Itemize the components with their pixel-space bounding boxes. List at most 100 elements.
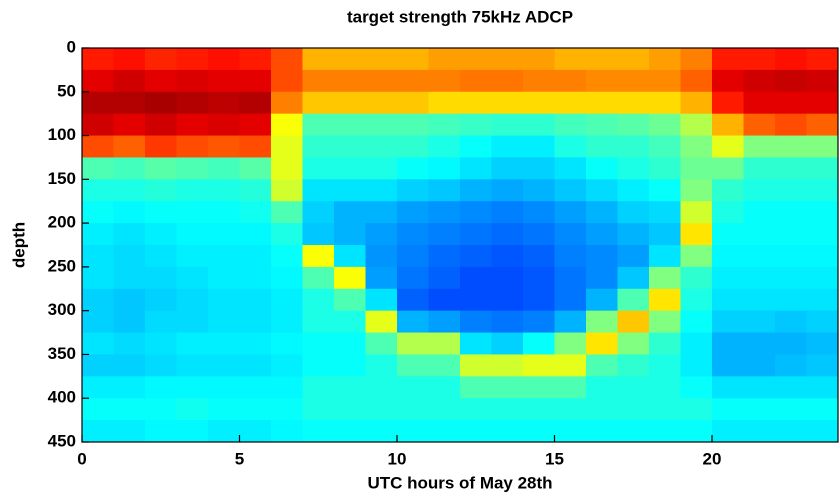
heat-cell xyxy=(239,91,272,115)
y-tick-label: 400 xyxy=(48,388,76,407)
heat-cell xyxy=(586,266,618,290)
heat-cell xyxy=(271,420,303,443)
heat-cell xyxy=(428,398,461,421)
heat-cell xyxy=(82,288,114,312)
heat-cell xyxy=(554,332,587,355)
y-tick-label: 150 xyxy=(48,169,76,188)
heat-cell xyxy=(365,310,398,334)
y-tick-label: 350 xyxy=(48,344,76,363)
heat-cell xyxy=(365,354,398,377)
heat-cell xyxy=(82,420,114,443)
heat-cell xyxy=(460,354,492,377)
heat-cell xyxy=(145,332,177,355)
heat-cell xyxy=(523,245,555,268)
heat-cell xyxy=(113,354,146,377)
heat-cell xyxy=(145,398,177,421)
heat-cell xyxy=(365,245,398,268)
heat-cell xyxy=(806,332,839,355)
heat-cell xyxy=(334,223,366,246)
x-tick-label: 5 xyxy=(235,449,244,468)
heat-cell xyxy=(113,223,146,246)
heat-cell xyxy=(176,398,209,421)
heat-cell xyxy=(302,48,335,71)
heat-cell xyxy=(649,245,681,268)
heat-cell xyxy=(176,69,209,93)
heat-cell xyxy=(617,245,650,268)
heat-cell xyxy=(113,157,146,180)
heat-cell xyxy=(397,48,429,71)
heat-cell xyxy=(775,135,807,158)
heat-cell xyxy=(806,179,839,202)
heat-cell xyxy=(239,113,272,137)
heat-cell xyxy=(523,157,555,180)
heat-cell xyxy=(239,201,272,224)
heat-cell xyxy=(554,113,587,137)
heat-cell xyxy=(649,69,681,93)
heat-cell xyxy=(145,266,177,290)
heat-cell xyxy=(460,201,492,224)
heat-cell xyxy=(145,48,177,71)
heat-cell xyxy=(334,113,366,137)
heat-cell xyxy=(554,420,587,443)
heat-cell xyxy=(491,266,524,290)
heat-cell xyxy=(145,201,177,224)
heat-cell xyxy=(586,398,618,421)
heat-cell xyxy=(743,201,776,224)
heat-cell xyxy=(271,157,303,180)
heat-cell xyxy=(113,69,146,93)
heat-cell xyxy=(460,157,492,180)
heat-cell xyxy=(334,48,366,71)
heat-cell xyxy=(271,398,303,421)
heat-cell xyxy=(649,135,681,158)
heat-cell xyxy=(397,179,429,202)
heat-cell xyxy=(743,332,776,355)
heat-cell xyxy=(365,48,398,71)
y-tick-label: 50 xyxy=(57,81,76,100)
heat-cell xyxy=(806,420,839,443)
heat-cell xyxy=(775,48,807,71)
heat-cell xyxy=(491,376,524,399)
heat-cell xyxy=(554,91,587,115)
heat-cell xyxy=(617,354,650,377)
heat-cell xyxy=(617,332,650,355)
heat-cell xyxy=(302,420,335,443)
heat-cell xyxy=(176,223,209,246)
heat-cell xyxy=(397,135,429,158)
heat-cell xyxy=(113,310,146,334)
heat-cell xyxy=(712,376,744,399)
heat-cell xyxy=(554,310,587,334)
heat-cell xyxy=(428,201,461,224)
heat-cell xyxy=(82,157,114,180)
heat-cell xyxy=(680,354,713,377)
heat-cell xyxy=(302,266,335,290)
heat-cell xyxy=(586,245,618,268)
heat-cell xyxy=(586,376,618,399)
heat-cell xyxy=(397,223,429,246)
heat-cell xyxy=(82,376,114,399)
heat-cell xyxy=(523,420,555,443)
heat-cell xyxy=(806,245,839,268)
heat-cell xyxy=(208,310,240,334)
heat-cell xyxy=(743,113,776,137)
heat-cell xyxy=(775,157,807,180)
heat-cell xyxy=(775,354,807,377)
heat-cell xyxy=(460,179,492,202)
heat-cell xyxy=(208,332,240,355)
heat-cell xyxy=(586,223,618,246)
heat-cell xyxy=(302,91,335,115)
heat-cell xyxy=(680,201,713,224)
heat-cell xyxy=(239,332,272,355)
heat-cell xyxy=(208,266,240,290)
heat-cell xyxy=(617,113,650,137)
heat-cell xyxy=(239,420,272,443)
heat-cell xyxy=(271,179,303,202)
heat-cell xyxy=(523,179,555,202)
heat-cell xyxy=(145,245,177,268)
heat-cell xyxy=(491,113,524,137)
heat-cell xyxy=(82,398,114,421)
heat-cell xyxy=(806,91,839,115)
heat-cell xyxy=(334,420,366,443)
heat-cell xyxy=(523,376,555,399)
heat-cell xyxy=(680,332,713,355)
heat-cell xyxy=(428,332,461,355)
